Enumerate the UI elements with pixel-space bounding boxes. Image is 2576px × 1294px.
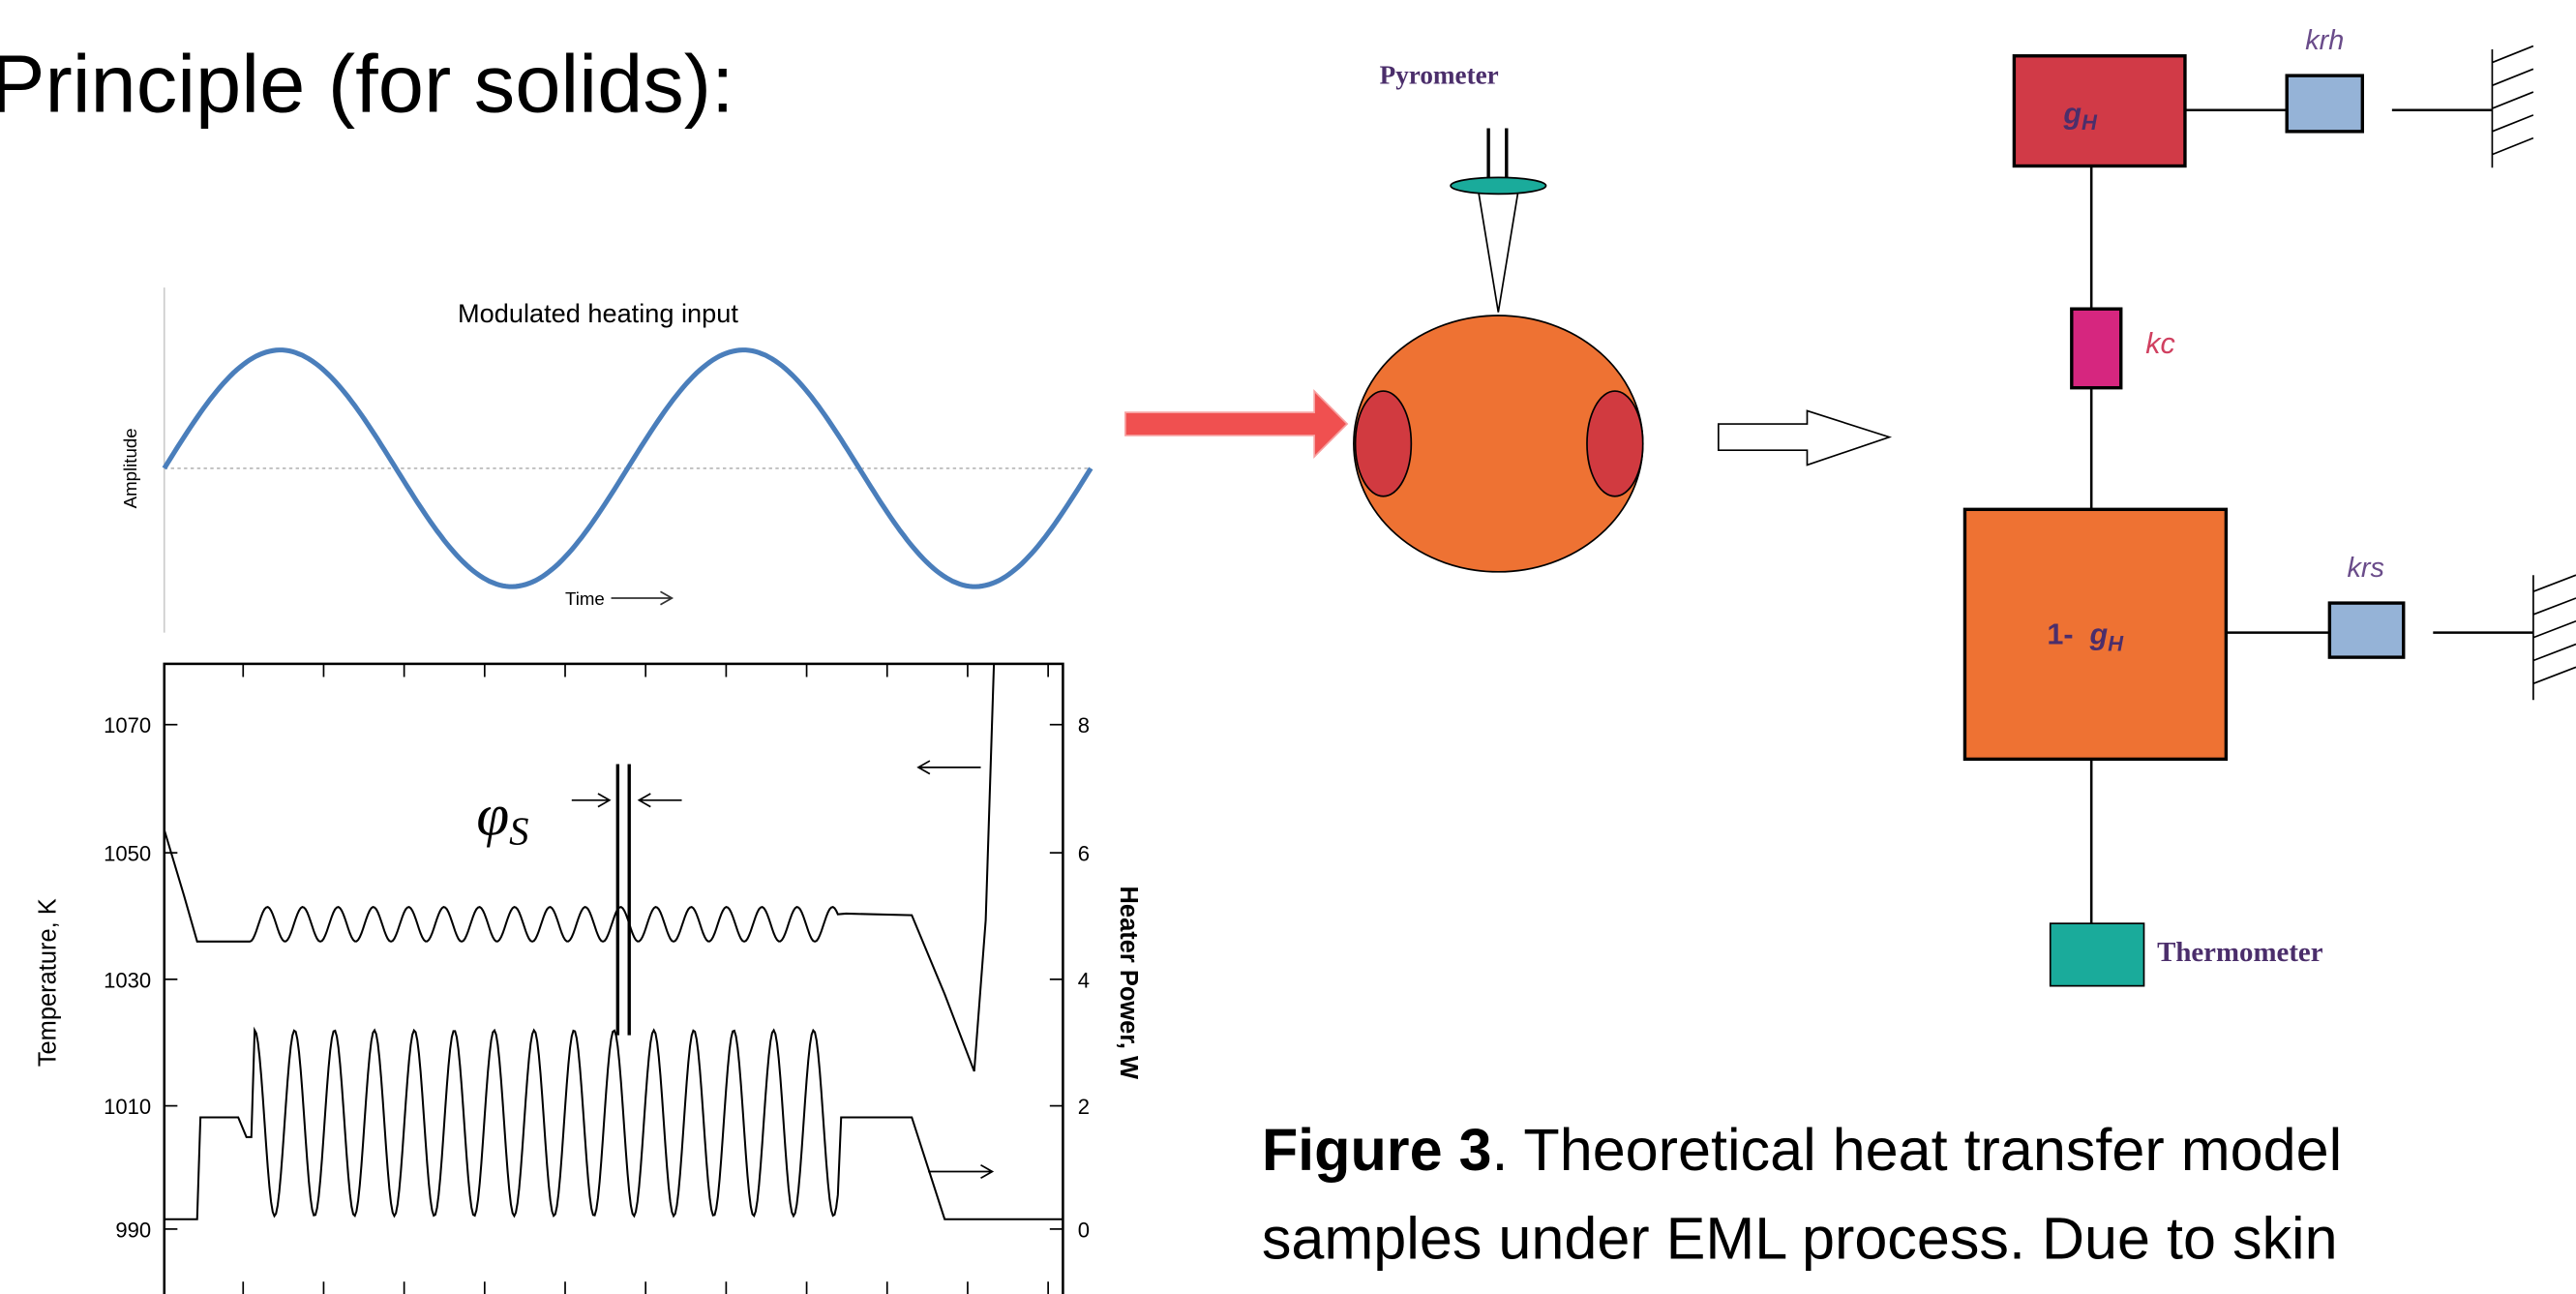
plot-frame [163, 662, 1064, 1294]
y2-tick-label: 2 [1078, 1095, 1090, 1119]
one-minus: 1- [2047, 618, 2073, 651]
temperature-curve [163, 663, 996, 1072]
y-tick-label: 1030 [104, 968, 151, 992]
y-label: Temperature, K [35, 898, 62, 1067]
pyrometer-stem [1486, 128, 1509, 181]
y-tick-label: 1050 [104, 842, 151, 866]
bulk-label: 1- gH [2047, 618, 2124, 656]
y-tick-label: 990 [115, 1218, 151, 1242]
krs-label: krs [2347, 553, 2383, 584]
bulk-box [1962, 507, 2229, 762]
wall [2532, 574, 2576, 701]
connectors [2089, 108, 2533, 924]
heated-zone [1586, 390, 1644, 497]
caption-bold: Figure 3 [1262, 1117, 1492, 1183]
heated-zone [1354, 390, 1413, 497]
gh-box [2012, 54, 2187, 168]
phase-marker [615, 764, 631, 1036]
right-arrow [928, 1163, 995, 1180]
left-arrow [916, 760, 981, 775]
ticks: 1070 1050 1030 1010 990 8 6 4 2 0 [104, 663, 1090, 1294]
phase-subscript: S [509, 810, 528, 854]
y-tick-label: 1070 [104, 713, 151, 737]
krh-label: krh [2305, 25, 2344, 56]
power-curve [164, 1026, 1063, 1220]
y2-tick-label: 0 [1078, 1218, 1090, 1242]
wall [2491, 45, 2534, 168]
pyrometer-lens [1450, 176, 1547, 196]
g: g [2088, 618, 2108, 651]
y2-tick-label: 8 [1078, 713, 1090, 737]
input-arrow [1124, 389, 1349, 460]
sine-title: Modulated heating input [458, 298, 738, 328]
phase-arrows [571, 793, 682, 808]
amplitude-label: Amplitude [120, 428, 140, 508]
caption-line: samples under EML process. Due to skin [1262, 1205, 2338, 1271]
pyrometer-cone [1478, 192, 1519, 313]
kc-label: kc [2145, 327, 2175, 360]
g-sub: H [2082, 110, 2098, 135]
heading: Principle (for solids): [0, 37, 734, 129]
phase-label: φS [476, 783, 528, 853]
caption-text: . Theoretical heat transfer model [1492, 1117, 2343, 1183]
hollow-arrow [1717, 409, 1893, 466]
g: g [2062, 97, 2082, 130]
pyrometer-label: Pyrometer [1380, 61, 1499, 90]
thermometer-label: Thermometer [2157, 937, 2323, 968]
sine-wave [162, 347, 1093, 589]
y2-tick-label: 4 [1078, 968, 1090, 992]
time-label: Time [565, 588, 605, 609]
phase-symbol: φ [476, 783, 509, 848]
krh-box [2285, 74, 2364, 134]
time-arrow [611, 590, 674, 606]
caption-line: Figure 3. Theoretical heat transfer mode… [1262, 1117, 2342, 1183]
gh-label: gH [2062, 97, 2098, 135]
thermometer-box [2049, 922, 2145, 987]
krs-box [2327, 601, 2406, 659]
y2-tick-label: 6 [1078, 842, 1090, 866]
y-tick-label: 1010 [104, 1095, 151, 1119]
kc-box [2070, 307, 2123, 390]
g-sub: H [2108, 631, 2124, 655]
y2-label: Heater Power, W [1115, 887, 1142, 1079]
